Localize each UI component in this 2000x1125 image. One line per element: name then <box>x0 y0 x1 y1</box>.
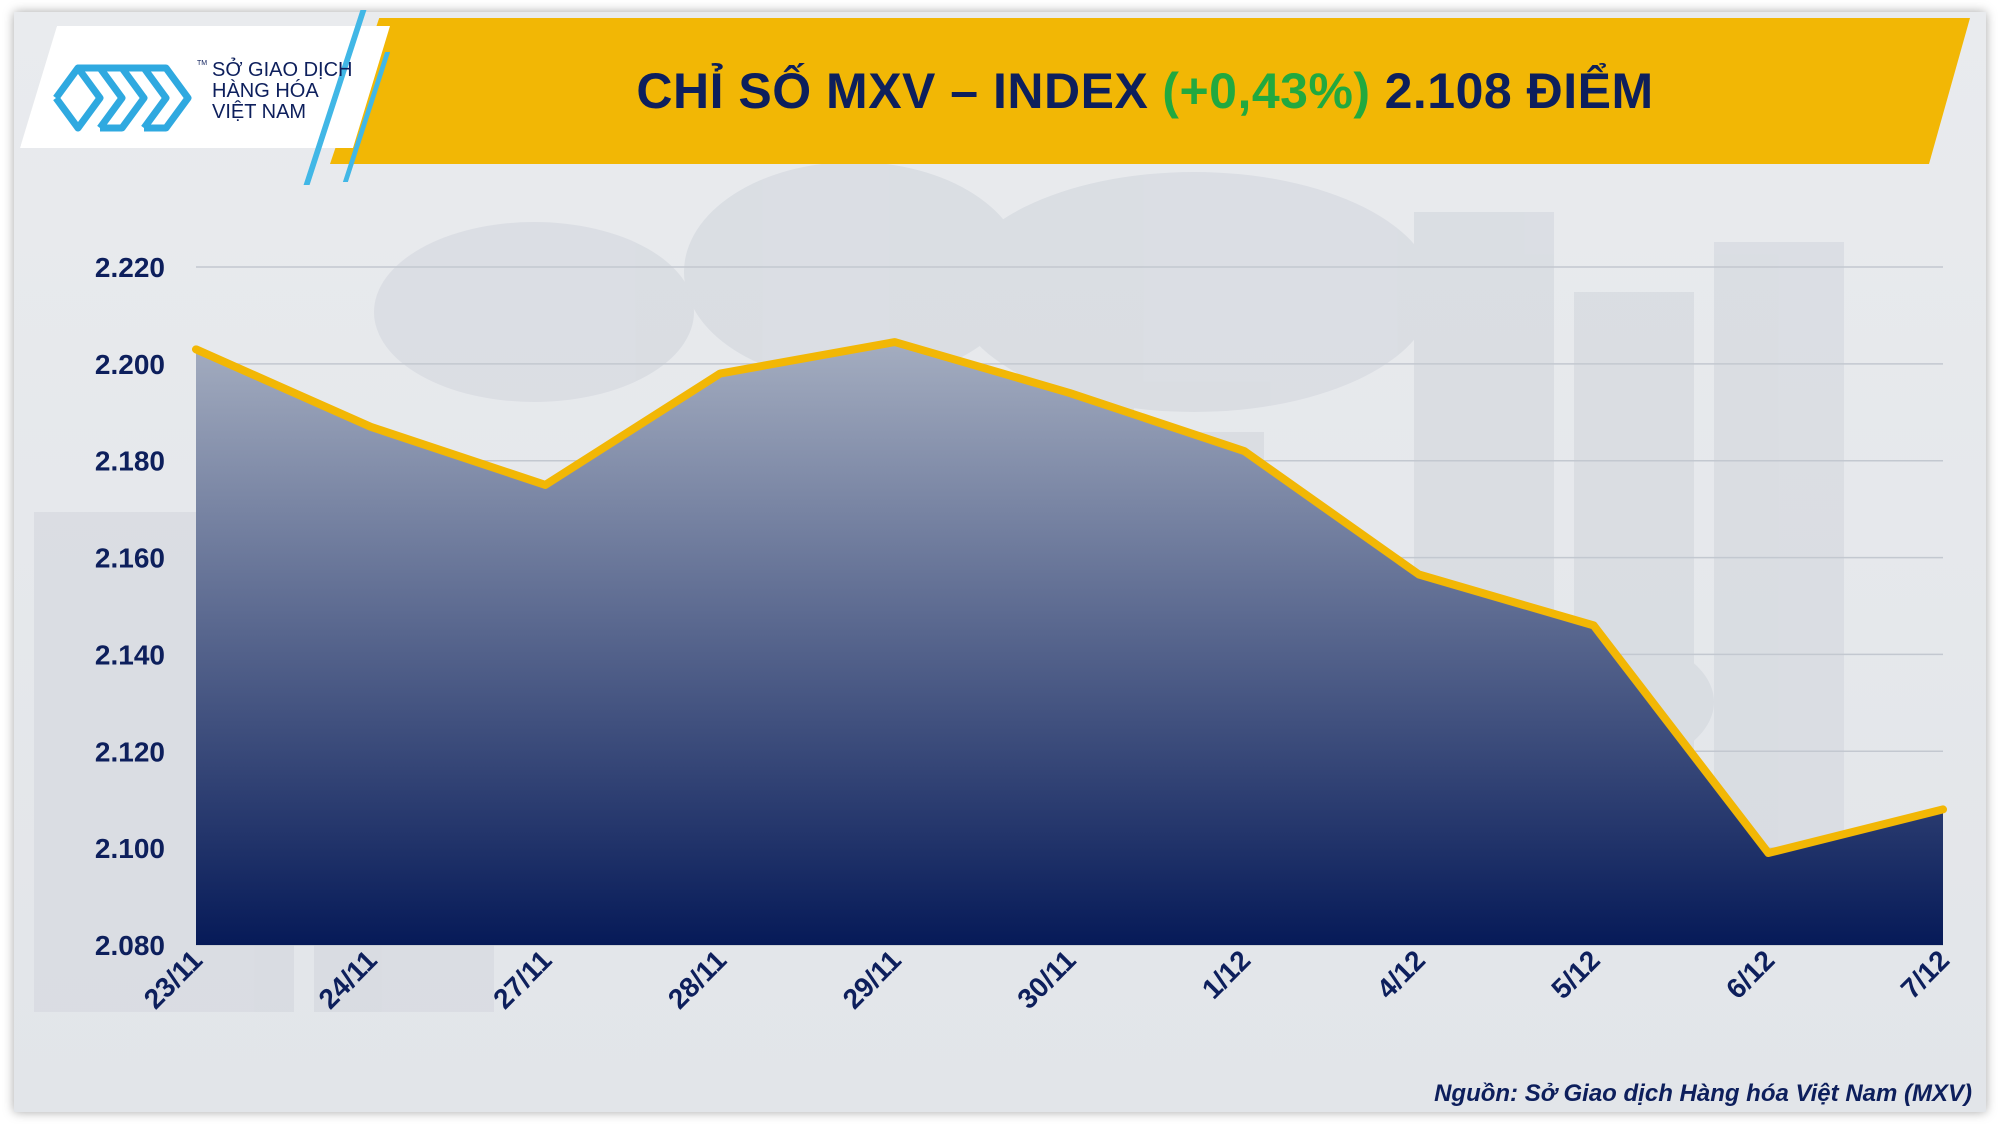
logo-line-3: VIỆT NAM <box>212 101 307 123</box>
data-point <box>1243 450 1246 453</box>
x-tick-label: 5/12 <box>1545 944 1605 1004</box>
x-tick-label: 6/12 <box>1720 944 1780 1004</box>
logo-text: SỞ GIAO DỊCH HÀNG HÓA VIỆT NAM <box>212 60 372 123</box>
data-point <box>1767 851 1770 854</box>
y-tick-label: 2.100 <box>95 833 165 864</box>
x-tick-label: 4/12 <box>1371 944 1431 1004</box>
data-point <box>1068 391 1071 394</box>
y-tick-label: 2.160 <box>95 543 165 574</box>
x-axis-labels: 23/11 24/11 27/11 28/11 29/11 30/11 1/12 4/12 5/… <box>138 944 1955 1014</box>
mxv-logo-icon <box>53 64 192 132</box>
data-point <box>544 483 547 486</box>
area-layer <box>192 338 1947 945</box>
x-tick-label: 7/12 <box>1895 944 1955 1004</box>
data-point <box>1942 808 1944 811</box>
title-prefix: CHỈ SỐ MXV – INDEX <box>636 63 1149 119</box>
data-point <box>369 425 372 428</box>
x-tick-label: 28/11 <box>662 944 732 1014</box>
data-point <box>719 372 722 375</box>
data-point <box>1592 624 1595 627</box>
title-banner <box>330 18 1970 164</box>
title-change-pct: (+0,43%) <box>1162 63 1371 119</box>
y-axis-labels: 2.080 2.100 2.120 2.140 2.160 2.180 2.200 2.220 <box>95 252 165 961</box>
y-tick-label: 2.140 <box>95 639 165 670</box>
y-tick-label: 2.220 <box>95 252 165 283</box>
x-tick-label: 30/11 <box>1011 944 1081 1014</box>
area-fill <box>196 342 1943 945</box>
logo-line-1: SỞ GIAO DỊCH <box>212 59 353 81</box>
y-tick-label: 2.200 <box>95 349 165 380</box>
trademark-mark: TM <box>197 60 208 67</box>
data-point <box>1417 573 1420 576</box>
x-tick-label: 29/11 <box>837 944 907 1014</box>
x-tick-label: 24/11 <box>313 944 383 1014</box>
x-tick-label: 1/12 <box>1196 944 1256 1004</box>
y-tick-label: 2.120 <box>95 736 165 767</box>
y-tick-label: 2.180 <box>95 446 165 477</box>
page-title: CHỈ SỐ MXV – INDEX (+0,43%) 2.108 ĐIỂM <box>420 18 1870 164</box>
y-tick-label: 2.080 <box>95 930 165 961</box>
x-tick-label: 27/11 <box>487 944 557 1014</box>
title-suffix: 2.108 ĐIỂM <box>1384 63 1654 119</box>
logo-line-2: HÀNG HÓA <box>212 80 319 102</box>
data-point <box>195 348 197 351</box>
source-note: Nguồn: Sở Giao dịch Hàng hóa Việt Nam (M… <box>1434 1080 1972 1107</box>
data-point <box>893 341 896 344</box>
